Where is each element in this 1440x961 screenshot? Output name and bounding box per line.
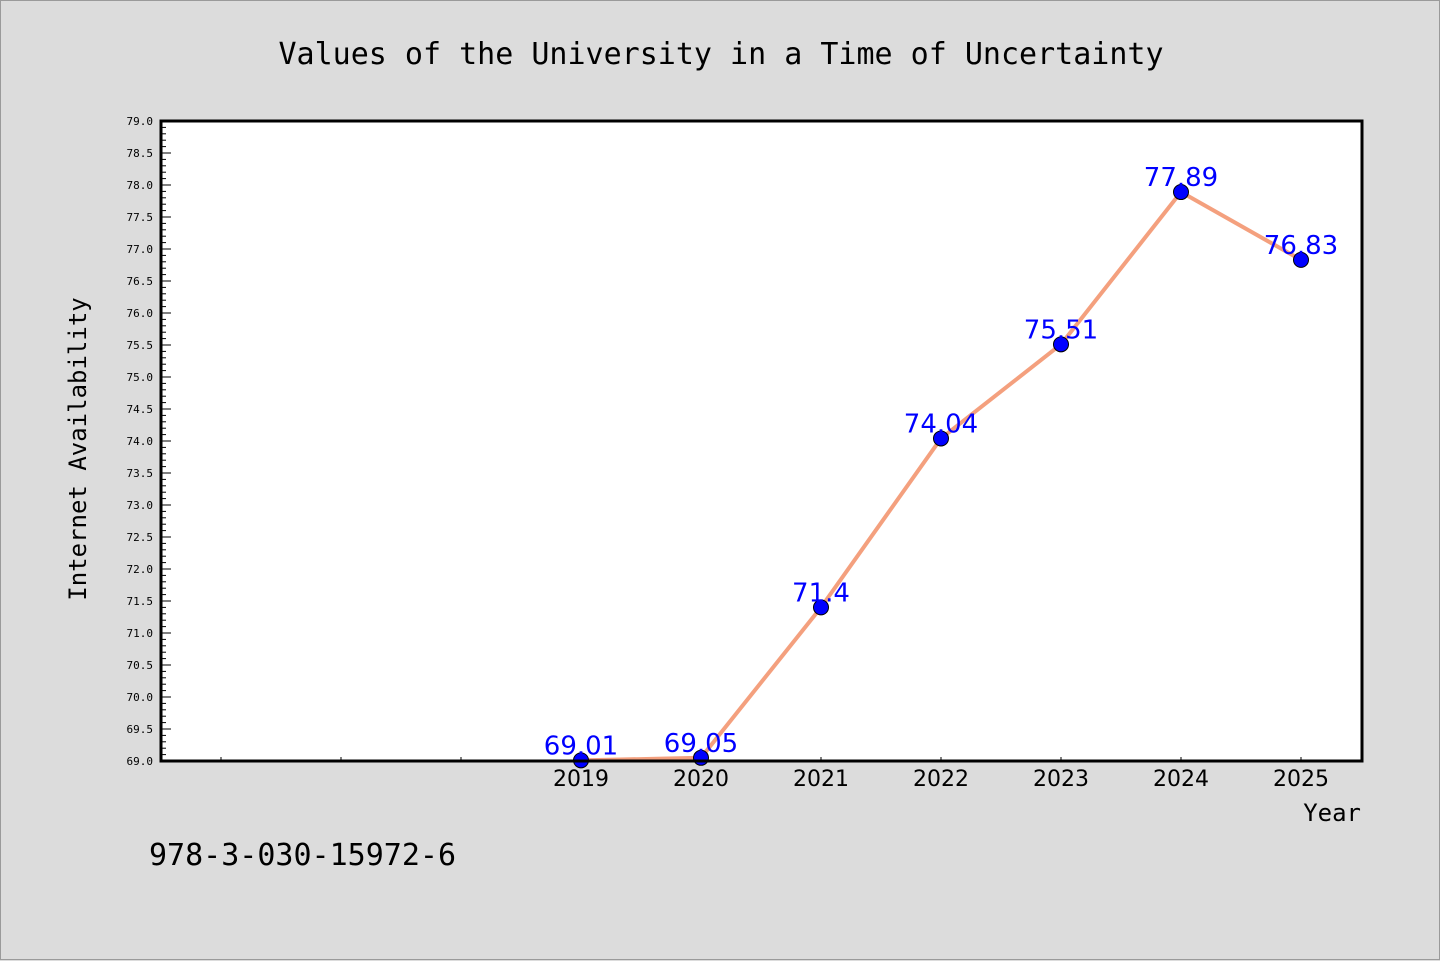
data-point [1293, 251, 1309, 268]
x-axis-ticks: 2019 2020 2021 2022 2023 2024 2025 [220, 757, 1329, 792]
y-tick-label: 69.0 [127, 755, 154, 768]
y-tick-label: 73.5 [127, 467, 154, 480]
plot-area [161, 121, 1362, 761]
data-point [1173, 184, 1189, 201]
data-label: 69.01 [544, 731, 618, 761]
y-tick-label: 74.5 [127, 403, 154, 416]
data-label: 75.51 [1024, 315, 1098, 345]
x-tick-label: 2023 [1033, 767, 1089, 792]
x-tick-label: 2022 [913, 767, 969, 792]
y-tick-label: 76.5 [127, 275, 154, 288]
x-tick-label: 2025 [1273, 767, 1329, 792]
data-point [813, 599, 829, 616]
y-tick-label: 75.5 [127, 339, 154, 352]
data-label: 69.05 [664, 729, 738, 759]
y-axis-ticks: 69.0 69.5 70.0 70.5 71.0 71.5 72.0 72.5 73.0 73.5… [127, 115, 171, 768]
y-axis-label: Internet Availability [64, 297, 92, 600]
y-tick-label: 78.0 [127, 179, 154, 192]
y-tick-label: 77.0 [127, 243, 154, 256]
y-tick-label: 70.5 [127, 659, 154, 672]
y-tick-label: 76.0 [127, 307, 154, 320]
data-label: 77.89 [1144, 163, 1218, 193]
y-tick-label: 77.5 [127, 211, 154, 224]
y-tick-label: 79.0 [127, 115, 154, 128]
data-label: 71.4 [792, 578, 850, 608]
y-tick-label: 75.0 [127, 371, 154, 384]
y-tick-label: 78.5 [127, 147, 154, 160]
series-layer [573, 184, 1309, 769]
y-tick-label: 72.5 [127, 531, 154, 544]
data-point [1053, 336, 1069, 353]
y-tick-label: 72.0 [127, 563, 154, 576]
isbn-footer: 978-3-030-15972-6 [149, 838, 456, 873]
x-axis-label: Year [1303, 799, 1361, 827]
chart-title: Values of the University in a Time of Un… [278, 37, 1163, 72]
y-tick-label: 71.0 [127, 627, 154, 640]
x-tick-label: 2019 [553, 767, 609, 792]
data-label: 74.04 [904, 409, 978, 439]
data-labels: 69.01 69.05 71.4 74.04 75.51 77.89 76.83 [544, 163, 1338, 761]
plot-frame [159, 119, 1364, 763]
y-tick-label: 71.5 [127, 595, 154, 608]
y-tick-label: 74.0 [127, 435, 154, 448]
y-tick-label: 73.0 [127, 499, 154, 512]
data-label: 76.83 [1264, 231, 1338, 261]
x-tick-label: 2020 [673, 767, 729, 792]
x-tick-label: 2021 [793, 767, 849, 792]
x-tick-label: 2024 [1153, 767, 1209, 792]
data-point [933, 430, 949, 447]
y-tick-label: 70.0 [127, 691, 154, 704]
y-tick-label: 69.5 [127, 723, 154, 736]
